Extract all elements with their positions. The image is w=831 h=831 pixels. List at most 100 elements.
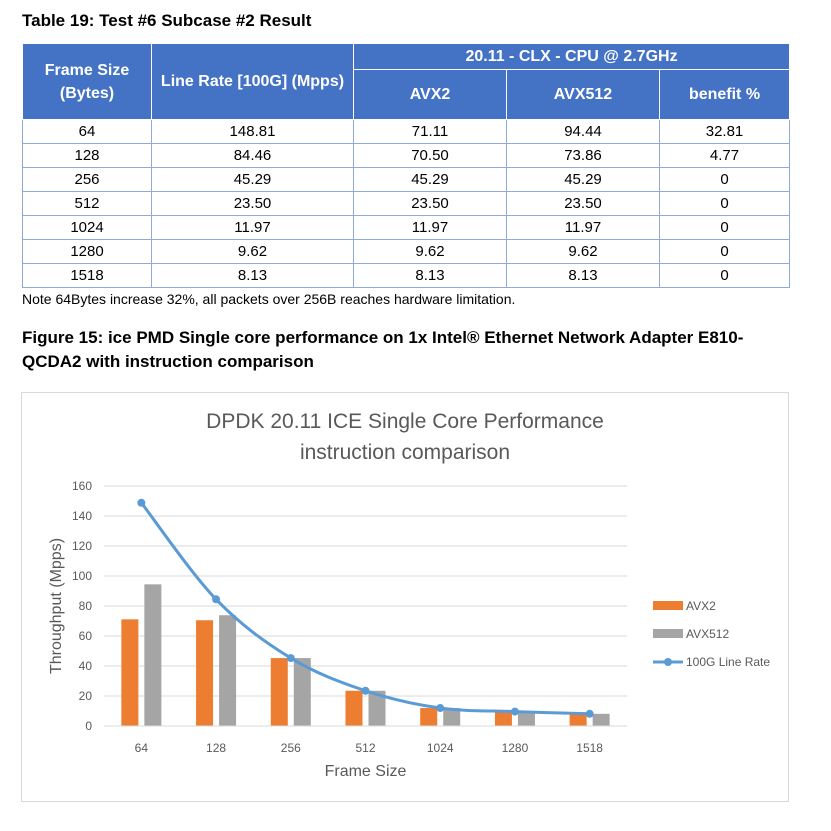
results-table: Frame Size (Bytes) Line Rate [100G] (Mpp… <box>22 44 791 288</box>
cell-frame-size: 1280 <box>22 239 152 264</box>
table-row: 512 23.50 23.50 23.50 0 <box>22 191 791 216</box>
y-axis-title: Throughput (Mpps) <box>48 538 65 674</box>
line-rate-point <box>212 595 221 604</box>
table-note: Note 64Bytes increase 32%, all packets o… <box>22 291 516 307</box>
table-row: 1280 9.62 9.62 9.62 0 <box>22 239 791 264</box>
cell-avx2: 45.29 <box>353 167 507 192</box>
cell-line-rate: 11.97 <box>151 215 354 240</box>
line-rate-point <box>137 498 146 507</box>
chart-title-line: instruction comparison <box>300 441 510 464</box>
bar-avx512 <box>592 713 610 726</box>
cell-line-rate: 8.13 <box>151 263 354 288</box>
bar-avx2 <box>569 713 587 726</box>
cell-frame-size: 256 <box>22 167 152 192</box>
cell-frame-size: 128 <box>22 143 152 168</box>
line-rate-point <box>510 707 519 716</box>
table-row: 1024 11.97 11.97 11.97 0 <box>22 215 791 240</box>
bar-avx2 <box>196 620 214 726</box>
table-caption: Table 19: Test #6 Subcase #2 Result <box>22 11 312 30</box>
cell-frame-size: 64 <box>22 119 152 144</box>
cell-avx512: 45.29 <box>506 167 660 192</box>
bar-avx512 <box>517 711 535 726</box>
x-tick-label: 256 <box>281 741 301 755</box>
legend-swatch-avx512 <box>653 629 683 638</box>
table-row: 256 45.29 45.29 45.29 0 <box>22 167 791 192</box>
x-axis-title: Frame Size <box>325 763 407 780</box>
cell-frame-size: 1024 <box>22 215 152 240</box>
header-avx2: AVX2 <box>353 69 507 120</box>
bar-avx512 <box>368 690 386 726</box>
header-line-rate: Line Rate [100G] (Mpps) <box>151 44 354 120</box>
y-tick-label: 60 <box>79 629 93 643</box>
table-row: 64 148.81 71.11 94.44 32.81 <box>22 119 791 144</box>
x-tick-label: 64 <box>135 741 149 755</box>
x-tick-label: 512 <box>355 741 375 755</box>
cell-avx512: 94.44 <box>506 119 660 144</box>
line-rate-point <box>286 654 295 663</box>
cell-avx2: 8.13 <box>353 263 507 288</box>
bar-avx2 <box>494 711 512 726</box>
bar-avx2 <box>345 690 363 726</box>
table-row: 1518 8.13 8.13 8.13 0 <box>22 263 791 288</box>
bar-avx512 <box>293 658 311 726</box>
cell-benefit: 0 <box>658 167 791 192</box>
table-row: 128 84.46 70.50 73.86 4.77 <box>22 143 791 168</box>
x-tick-label: 1280 <box>502 741 529 755</box>
y-tick-label: 40 <box>79 659 93 673</box>
bar-avx512 <box>144 584 162 726</box>
cell-avx512: 11.97 <box>506 215 660 240</box>
chart-title-line: DPDK 20.11 ICE Single Core Performance <box>206 410 604 433</box>
cell-benefit: 4.77 <box>658 143 791 168</box>
cell-benefit: 0 <box>658 263 791 288</box>
line-rate-point <box>436 704 445 713</box>
cell-avx512: 9.62 <box>506 239 660 264</box>
legend-label: AVX2 <box>686 599 716 613</box>
chart-svg: DPDK 20.11 ICE Single Core Performance in… <box>48 410 770 780</box>
figure-caption: Figure 15: ice PMD Single core performan… <box>22 328 744 371</box>
cell-benefit: 32.81 <box>658 119 791 144</box>
bar-avx2 <box>270 658 288 726</box>
cell-avx2: 9.62 <box>353 239 507 264</box>
y-tick-label: 120 <box>72 539 92 553</box>
cell-avx2: 70.50 <box>353 143 507 168</box>
cell-benefit: 0 <box>658 215 791 240</box>
cell-avx512: 73.86 <box>506 143 660 168</box>
header-benefit: benefit % <box>658 69 791 120</box>
y-tick-label: 0 <box>85 719 92 733</box>
y-tick-label: 20 <box>79 689 93 703</box>
bar-avx2 <box>420 708 438 726</box>
y-tick-label: 160 <box>72 479 92 493</box>
cell-benefit: 0 <box>658 191 791 216</box>
cell-benefit: 0 <box>658 239 791 264</box>
cell-frame-size: 512 <box>22 191 152 216</box>
cell-avx2: 23.50 <box>353 191 507 216</box>
cell-line-rate: 148.81 <box>151 119 354 144</box>
y-tick-label: 140 <box>72 509 92 523</box>
cell-avx2: 11.97 <box>353 215 507 240</box>
header-cpu-group: 20.11 - CLX - CPU @ 2.7GHz <box>352 44 791 70</box>
line-rate-point <box>361 686 370 695</box>
header-avx512: AVX512 <box>506 69 660 120</box>
cell-line-rate: 45.29 <box>151 167 354 192</box>
header-frame-size: Frame Size (Bytes) <box>22 44 152 120</box>
cell-line-rate: 23.50 <box>151 191 354 216</box>
x-tick-label: 1024 <box>427 741 454 755</box>
x-tick-label: 128 <box>206 741 226 755</box>
legend-swatch-marker <box>664 658 672 666</box>
bar-avx512 <box>219 615 237 726</box>
chart-frame: DPDK 20.11 ICE Single Core Performance in… <box>21 392 789 802</box>
cell-frame-size: 1518 <box>22 263 152 288</box>
cell-line-rate: 9.62 <box>151 239 354 264</box>
legend-label: 100G Line Rate <box>686 655 770 669</box>
cell-avx512: 23.50 <box>506 191 660 216</box>
legend-label: AVX512 <box>686 627 729 641</box>
legend-swatch-avx2 <box>653 601 683 610</box>
y-tick-label: 80 <box>79 599 93 613</box>
cell-avx512: 8.13 <box>506 263 660 288</box>
bar-avx512 <box>443 708 461 726</box>
cell-avx2: 71.11 <box>353 119 507 144</box>
cell-line-rate: 84.46 <box>151 143 354 168</box>
bar-avx2 <box>121 619 139 726</box>
line-rate-point <box>585 709 594 718</box>
x-tick-label: 1518 <box>576 741 603 755</box>
